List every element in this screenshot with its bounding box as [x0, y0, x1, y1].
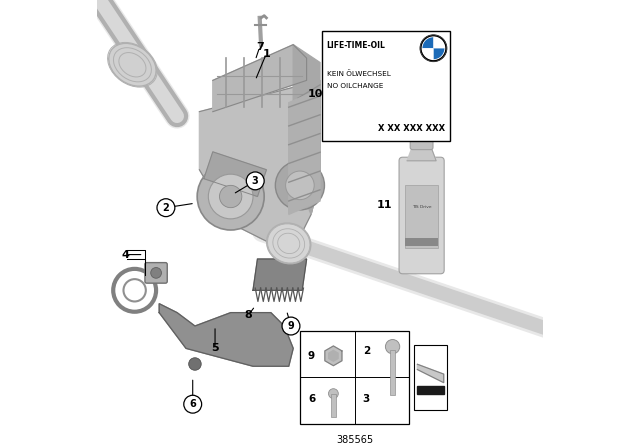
Circle shape [328, 389, 339, 399]
Circle shape [197, 163, 264, 230]
Ellipse shape [109, 43, 156, 86]
Text: 8: 8 [244, 310, 252, 320]
Text: 10: 10 [308, 89, 323, 99]
Polygon shape [213, 45, 307, 112]
Bar [390, 350, 396, 395]
Wedge shape [433, 48, 444, 59]
Text: NO OILCHANGE: NO OILCHANGE [326, 82, 383, 89]
Bar [300, 331, 410, 424]
Circle shape [421, 36, 446, 61]
Wedge shape [422, 48, 433, 59]
Text: KEIN ÖLWECHSEL: KEIN ÖLWECHSEL [326, 71, 390, 78]
Text: 11: 11 [377, 200, 392, 211]
Text: LIFE-TIME-OIL: LIFE-TIME-OIL [326, 41, 385, 50]
Text: 7: 7 [256, 42, 264, 52]
Text: X XX XXX XXX: X XX XXX XXX [378, 124, 445, 133]
Polygon shape [159, 304, 293, 366]
Bar [405, 185, 438, 248]
Polygon shape [293, 45, 320, 215]
Text: 6: 6 [308, 394, 315, 404]
FancyBboxPatch shape [410, 132, 433, 150]
Circle shape [285, 171, 314, 200]
Circle shape [157, 199, 175, 217]
Text: 385565: 385565 [336, 435, 373, 445]
Bar [414, 345, 447, 410]
FancyBboxPatch shape [145, 263, 167, 283]
Text: 2: 2 [363, 346, 370, 356]
Bar [322, 31, 449, 141]
Circle shape [246, 172, 264, 190]
Circle shape [282, 317, 300, 335]
Polygon shape [417, 386, 444, 394]
Polygon shape [417, 364, 444, 383]
Circle shape [209, 174, 253, 219]
Circle shape [189, 358, 201, 370]
Circle shape [385, 340, 400, 354]
Polygon shape [253, 259, 307, 290]
Text: 6: 6 [189, 399, 196, 409]
Text: 1: 1 [262, 48, 270, 59]
Text: 4: 4 [122, 250, 130, 259]
Bar [331, 394, 335, 417]
Circle shape [275, 161, 324, 210]
Polygon shape [204, 152, 266, 197]
Text: 5: 5 [211, 343, 219, 353]
Polygon shape [289, 89, 320, 215]
Wedge shape [422, 37, 433, 48]
Circle shape [220, 185, 242, 208]
Bar [405, 237, 438, 246]
Polygon shape [325, 346, 342, 366]
Circle shape [184, 395, 202, 413]
FancyBboxPatch shape [399, 157, 444, 274]
Text: 3: 3 [363, 394, 370, 404]
Polygon shape [329, 350, 338, 361]
Circle shape [151, 267, 161, 278]
Text: 9: 9 [308, 351, 315, 361]
Text: 3: 3 [252, 176, 259, 186]
Ellipse shape [267, 223, 311, 264]
Text: 9: 9 [287, 321, 294, 331]
Text: TIS Drive: TIS Drive [412, 206, 431, 223]
Text: 2: 2 [163, 202, 170, 213]
Wedge shape [433, 37, 444, 48]
Polygon shape [407, 146, 436, 161]
Polygon shape [200, 80, 320, 246]
